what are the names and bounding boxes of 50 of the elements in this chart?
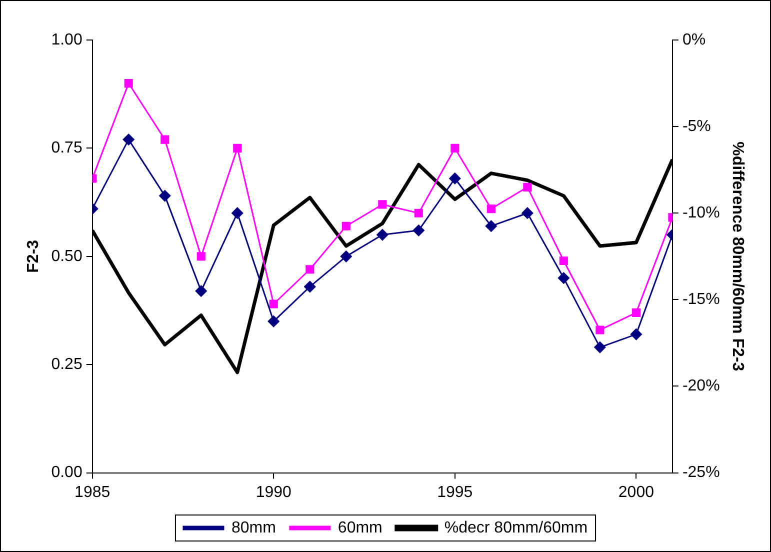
y-axis-title: F2-3 (25, 240, 42, 273)
point (486, 204, 496, 214)
legend-label: 80mm (231, 519, 276, 536)
point (449, 172, 461, 184)
point (596, 326, 604, 334)
point (414, 208, 423, 218)
point (522, 207, 534, 219)
point (594, 342, 606, 354)
point (450, 144, 460, 152)
point (523, 182, 532, 192)
x-tick-label: 1985 (74, 484, 110, 501)
y-tick-label: 1.00 (51, 31, 82, 48)
point (124, 78, 133, 88)
point (632, 308, 640, 317)
point (340, 250, 352, 262)
y2-tick-label: -15% (682, 291, 720, 308)
y2-tick-label: -25% (682, 464, 720, 482)
point (159, 190, 171, 202)
y-tick-label: 0.25 (51, 356, 82, 374)
point (269, 300, 278, 308)
x-tick-label: 1990 (256, 484, 292, 501)
y2-tick-label: 0% (682, 31, 706, 48)
point (485, 220, 497, 232)
legend-label: 60mm (338, 519, 382, 536)
point (342, 222, 350, 230)
point (160, 135, 170, 144)
x-tick-label: 1995 (437, 484, 473, 501)
point (558, 272, 570, 284)
point (378, 200, 387, 209)
point (268, 316, 280, 328)
legend-label: %decr 80mm/60mm (444, 519, 588, 536)
y2-tick-label: -20% (682, 378, 720, 395)
y-tick-label: 0.50 (51, 248, 82, 265)
point (559, 256, 568, 266)
y-tick-label: 0.00 (51, 464, 82, 482)
point (195, 285, 207, 297)
point (122, 134, 134, 146)
point (376, 229, 388, 241)
point (630, 328, 642, 340)
point (233, 144, 242, 152)
point (232, 207, 244, 219)
point (196, 252, 206, 261)
point (412, 224, 424, 236)
point (306, 265, 314, 274)
point (304, 280, 316, 292)
y-tick-label: 0.75 (51, 140, 82, 157)
y2-tick-label: -10% (682, 204, 720, 222)
y2-tick-label: -5% (682, 118, 711, 135)
x-tick-label: 2000 (618, 484, 654, 501)
y2-axis-title: %difference 80mm/60mm F2-3 (728, 142, 746, 372)
